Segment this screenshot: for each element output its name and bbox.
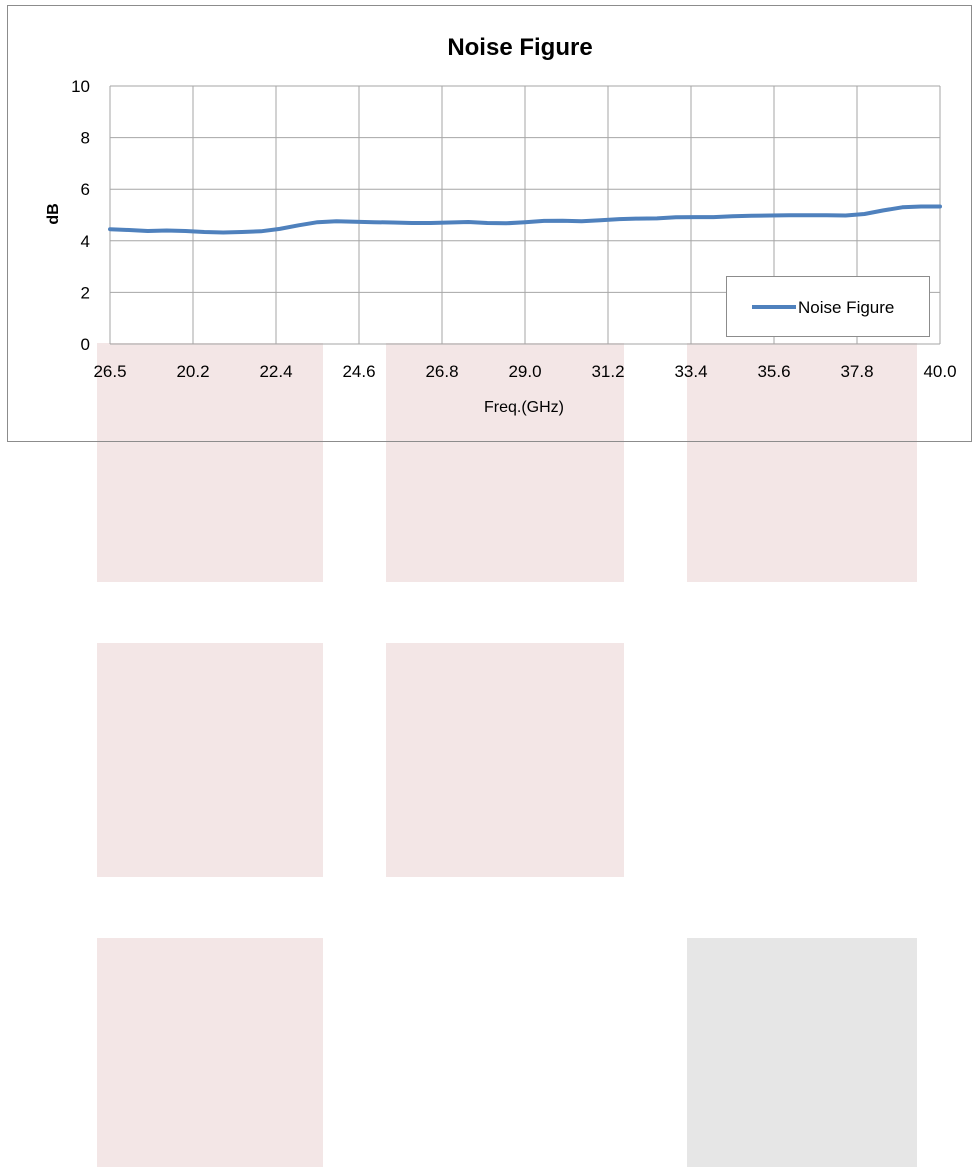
background-tile	[97, 643, 323, 877]
y-tick-labels: 0 2 4 6 8 10	[71, 77, 90, 354]
background-tile	[386, 643, 624, 877]
y-tick-label: 6	[81, 180, 90, 199]
x-tick-label: 26.5	[93, 362, 126, 381]
x-tick-label: 26.8	[425, 362, 458, 381]
x-axis-label: Freq.(GHz)	[484, 399, 564, 416]
y-axis-label: dB	[45, 203, 62, 224]
x-tick-labels: 26.5 20.2 22.4 24.6 26.8 29.0 31.2 33.4 35.6 37.8…	[93, 362, 956, 381]
legend: Noise Figure	[726, 276, 930, 337]
x-tick-label: 37.8	[840, 362, 873, 381]
y-tick-label: 2	[81, 283, 90, 302]
x-tick-label: 24.6	[342, 362, 375, 381]
y-tick-label: 8	[81, 129, 90, 148]
background-tile	[97, 938, 323, 1167]
x-tick-label: 29.0	[508, 362, 541, 381]
y-tick-label: 10	[71, 77, 90, 96]
x-tick-label: 22.4	[259, 362, 292, 381]
x-tick-label: 31.2	[591, 362, 624, 381]
background-tile	[386, 343, 624, 582]
y-tick-label: 0	[81, 335, 90, 354]
chart-title: Noise Figure	[447, 34, 592, 61]
x-tick-label: 33.4	[674, 362, 707, 381]
legend-label: Noise Figure	[798, 298, 894, 317]
background-tile	[687, 343, 917, 582]
y-tick-label: 4	[81, 232, 90, 251]
series-line-noise-figure	[108, 204, 942, 235]
x-tick-label: 40.0	[923, 362, 956, 381]
x-tick-label: 35.6	[757, 362, 790, 381]
x-tick-label: 20.2	[176, 362, 209, 381]
background-tile	[687, 938, 917, 1167]
background-tile	[97, 343, 323, 582]
